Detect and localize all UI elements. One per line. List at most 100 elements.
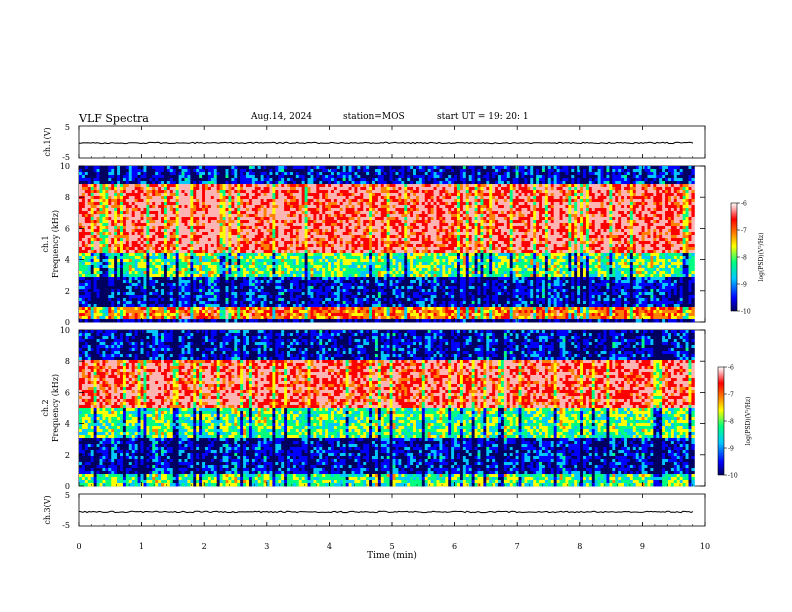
spectrogram-cell	[331, 226, 335, 230]
spectrogram-cell	[351, 175, 355, 179]
spectrogram-cell	[328, 265, 332, 269]
spectrogram-cell	[93, 187, 97, 191]
spectrogram-cell	[96, 253, 100, 257]
spectrogram-cell	[216, 172, 221, 176]
spectrogram-cell	[193, 181, 197, 185]
spectrogram-cell	[193, 208, 197, 212]
spectrogram-cell	[292, 244, 297, 248]
spectrogram-cell	[146, 250, 150, 254]
spectrogram-cell	[243, 307, 247, 311]
spectrogram-cell	[322, 304, 326, 308]
spectrogram-cell	[205, 187, 209, 191]
spectrogram-cell	[210, 274, 215, 278]
spectrogram-cell	[184, 301, 188, 305]
spectrogram-cell	[87, 286, 92, 290]
spectrogram-cell	[199, 205, 203, 209]
spectrogram-cell	[263, 301, 267, 305]
spectrogram-cell	[102, 226, 106, 230]
spectrogram-cell	[196, 202, 200, 206]
spectrogram-cell	[278, 310, 282, 314]
spectrogram-cell	[251, 286, 256, 290]
spectrogram-cell	[325, 181, 329, 185]
spectrogram-cell	[79, 307, 83, 311]
spectrogram-cell	[351, 283, 355, 287]
spectrogram-cell	[84, 166, 89, 170]
spectrogram-cell	[199, 178, 203, 182]
spectrogram-cell	[301, 262, 306, 266]
spectrogram-cell	[322, 235, 326, 239]
spectrogram-cell	[155, 178, 159, 182]
spectrogram-cell	[122, 205, 127, 209]
spectrogram-cell	[342, 190, 347, 194]
spectrogram-cell	[134, 313, 139, 317]
spectrogram-cell	[295, 223, 300, 227]
spectrogram-cell	[81, 175, 86, 179]
spectrogram-cell	[114, 211, 118, 215]
spectrogram-cell	[345, 220, 349, 224]
spectrogram-cell	[210, 259, 215, 263]
spectrogram-cell	[178, 205, 182, 209]
spectrogram-cell	[331, 205, 335, 209]
spectrogram-cell	[152, 265, 156, 269]
spectrogram-cell	[257, 277, 262, 281]
spectrogram-cell	[84, 298, 89, 302]
spectrogram-cell	[328, 268, 332, 272]
spectrogram-cell	[246, 265, 250, 269]
spectrogram-cell	[316, 238, 320, 242]
spectrogram-cell	[205, 319, 209, 323]
spectrogram-cell	[298, 250, 303, 254]
spectrogram-cell	[117, 262, 121, 266]
spectrogram-cell	[102, 202, 106, 206]
spectrogram-cell	[90, 298, 95, 302]
spectrogram-cell	[333, 220, 338, 224]
spectrogram-cell	[284, 268, 288, 272]
spectrogram-cell	[331, 232, 335, 236]
spectrogram-cell	[219, 223, 223, 227]
spectrogram-cell	[175, 187, 180, 191]
spectrogram-cell	[319, 172, 323, 176]
spectrogram-cell	[251, 307, 256, 311]
spectrogram-cell	[248, 217, 253, 221]
spectrogram-cell	[246, 169, 250, 173]
spectrogram-cell	[336, 310, 341, 314]
spectrogram-cell	[87, 247, 92, 251]
spectrogram-cell	[187, 202, 191, 206]
spectrogram-cell	[137, 202, 141, 206]
spectrogram-cell	[310, 238, 314, 242]
spectrogram-cell	[295, 319, 300, 323]
spectrogram-cell	[310, 187, 314, 191]
spectrogram-cell	[357, 295, 361, 299]
spectrogram-cell	[134, 304, 139, 308]
spectrogram-cell	[272, 277, 276, 281]
spectrogram-cell	[219, 286, 223, 290]
spectrogram-cell	[117, 178, 121, 182]
spectrogram-cell	[187, 229, 191, 233]
spectrogram-cell	[90, 184, 95, 188]
spectrogram-cell	[205, 298, 209, 302]
spectrogram-cell	[172, 250, 177, 254]
spectrogram-cell	[246, 280, 250, 284]
spectrogram-cell	[275, 268, 279, 272]
spectrogram-cell	[307, 196, 311, 200]
spectrogram-cell	[342, 277, 347, 281]
spectrogram-cell	[295, 211, 300, 215]
spectrogram-cell	[134, 277, 139, 281]
spectrogram-cell	[357, 271, 361, 275]
spectrogram-cell	[207, 319, 212, 323]
spectrogram-cell	[187, 181, 191, 185]
spectrogram-cell	[149, 181, 153, 185]
spectrogram-cell	[152, 268, 156, 272]
spectrogram-cell	[111, 205, 115, 209]
spectrogram-cell	[146, 226, 150, 230]
spectrogram-cell	[202, 196, 206, 200]
spectrogram-cell	[304, 289, 308, 293]
ch1-ytick-bottom: -5	[62, 153, 70, 162]
spectrogram-cell	[122, 310, 127, 314]
spectrogram-cell	[199, 319, 203, 323]
spectrogram-cell	[128, 187, 133, 191]
spectrogram-cell	[295, 307, 300, 311]
spectrogram-cell	[331, 256, 335, 260]
spectrogram-cell	[222, 292, 226, 296]
spectrogram-cell	[146, 304, 150, 308]
spectrogram-cell	[117, 271, 121, 275]
